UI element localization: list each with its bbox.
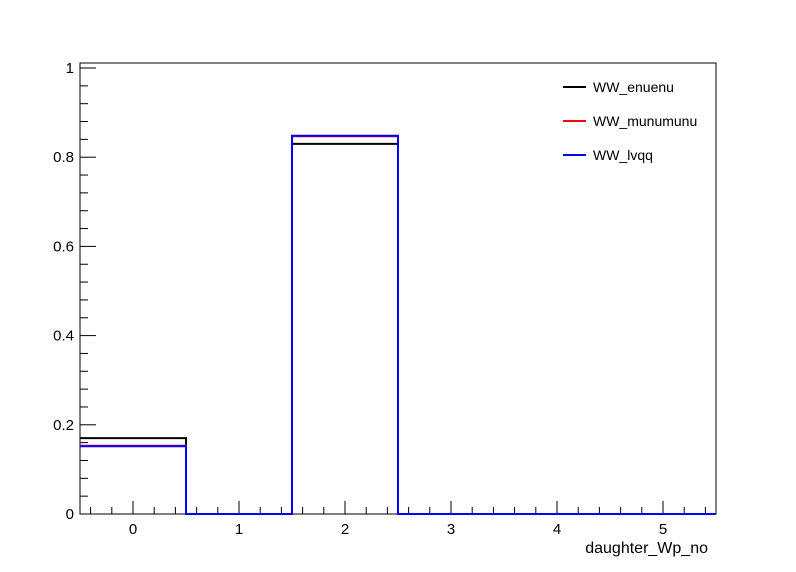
x-axis-title: daughter_Wp_no — [585, 540, 708, 557]
x-tick-label: 5 — [659, 521, 667, 538]
x-axis: 0 1 2 3 4 5 — [90, 501, 706, 538]
y-tick-label: 1 — [66, 60, 74, 77]
legend-label: WW_lvqq — [593, 147, 653, 163]
series-line-ww-lvqq — [80, 134, 716, 515]
x-tick-label: 3 — [447, 521, 455, 538]
x-tick-label: 0 — [129, 521, 137, 538]
y-tick-label: 0.8 — [53, 149, 74, 166]
legend-label: WW_munumunu — [593, 113, 697, 129]
x-tick-label: 4 — [553, 521, 561, 538]
legend: WW_enuenu WW_munumunu WW_lvqq — [563, 79, 697, 163]
y-axis: 0 0.2 0.4 0.6 0.8 1 — [53, 60, 96, 523]
legend-entry: WW_lvqq — [563, 147, 653, 163]
x-tick-label: 1 — [235, 521, 243, 538]
y-tick-label: 0.2 — [53, 417, 74, 434]
legend-entry: WW_munumunu — [563, 113, 697, 129]
legend-label: WW_enuenu — [593, 79, 674, 95]
x-tick-label: 2 — [341, 521, 349, 538]
y-tick-label: 0.6 — [53, 238, 74, 255]
legend-entry: WW_enuenu — [563, 79, 674, 95]
y-tick-label: 0 — [66, 506, 74, 523]
series-layer — [80, 134, 716, 515]
y-tick-label: 0.4 — [53, 328, 74, 345]
